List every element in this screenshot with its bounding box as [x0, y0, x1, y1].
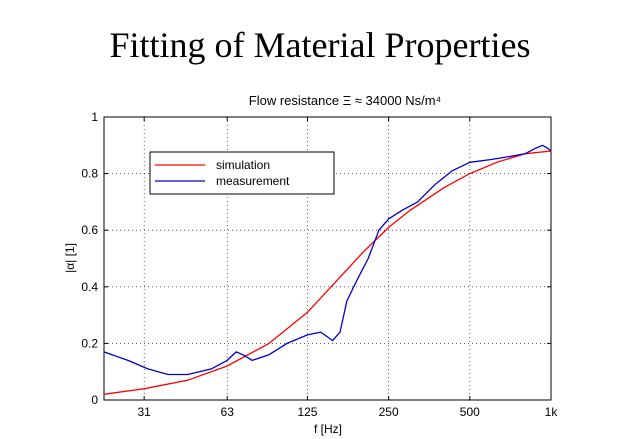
- legend-box: [149, 151, 335, 195]
- legend: simulation measurement: [149, 151, 335, 195]
- y-tick-label: 0.6: [81, 223, 98, 237]
- x-tick-label: 1k: [545, 405, 559, 419]
- x-tick-label: 63: [221, 405, 235, 419]
- series-line-measurement: [103, 144, 552, 376]
- y-tick-label: 0: [91, 393, 98, 407]
- x-tick-label: 31: [137, 405, 151, 419]
- series-line-simulation: [103, 150, 552, 395]
- y-tick-label: 0.4: [81, 280, 98, 294]
- y-tick-label: 1: [91, 110, 98, 124]
- legend-label-measurement: measurement: [216, 174, 290, 188]
- x-axis-label: f [Hz]: [314, 422, 342, 436]
- series-layer: [103, 144, 552, 395]
- slide-title: Fitting of Material Properties: [109, 25, 531, 65]
- y-tick-label: 0.2: [81, 336, 98, 350]
- plot-area-frame: [103, 116, 552, 401]
- y-axis: 0 0.2 0.4 0.6 0.8 1: [81, 110, 551, 407]
- chart-title: Flow resistance Ξ ≈ 34000 Ns/m⁴: [249, 93, 441, 108]
- x-axis: 31 63 125 250 500 1k: [137, 117, 558, 419]
- legend-label-simulation: simulation: [216, 158, 270, 172]
- x-tick-label: 250: [379, 405, 399, 419]
- y-axis-label: |α| [1]: [63, 243, 77, 273]
- x-tick-label: 125: [297, 405, 317, 419]
- grid: [104, 117, 551, 400]
- x-tick-label: 500: [460, 405, 480, 419]
- y-tick-label: 0.8: [81, 167, 98, 181]
